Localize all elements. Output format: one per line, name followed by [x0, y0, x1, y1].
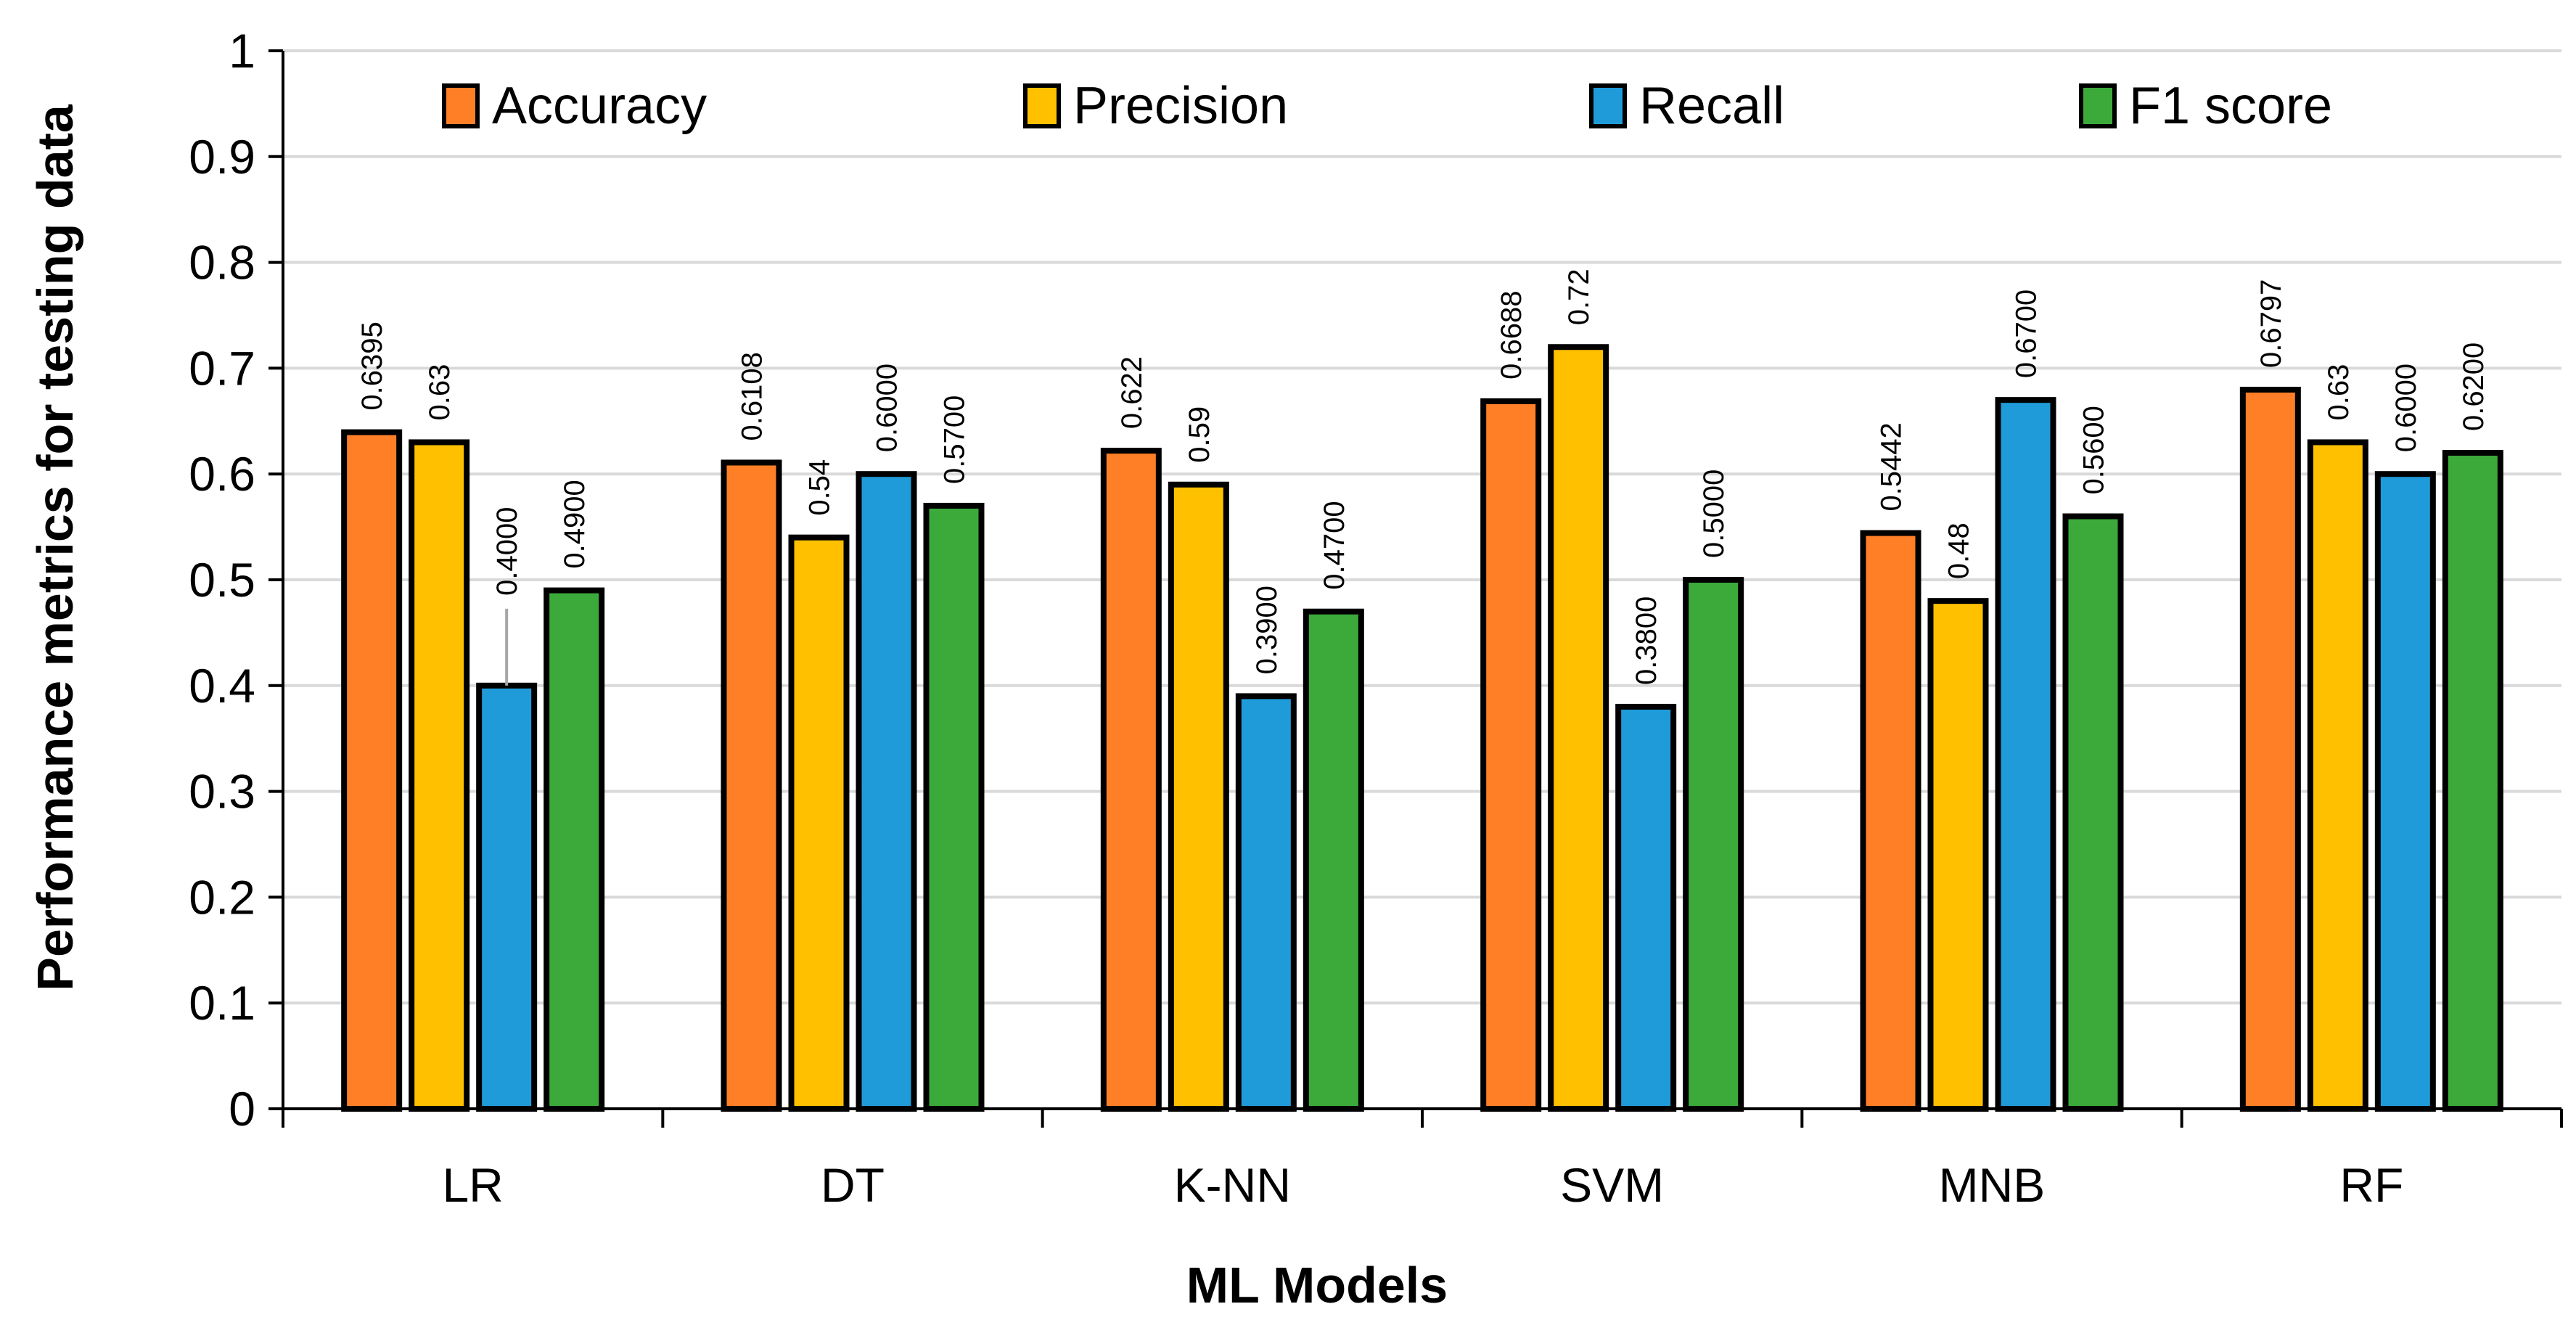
- data-label: 0.5000: [1698, 469, 1730, 558]
- bar-precision: [2307, 439, 2368, 1112]
- y-tick-label: 0.4: [189, 659, 255, 713]
- bar-precision: [788, 534, 850, 1112]
- y-tick-label: 0.1: [189, 976, 255, 1030]
- y-tick-label: 0.5: [189, 553, 255, 607]
- data-label: 0.4000: [491, 507, 523, 596]
- data-label: 0.6395: [356, 321, 388, 410]
- bar-f1-score: [1303, 608, 1364, 1112]
- bar-accuracy: [721, 459, 782, 1112]
- y-tick-label: 0: [229, 1082, 255, 1136]
- gridlines: [283, 49, 2561, 1005]
- y-tick-label: 1: [229, 24, 255, 78]
- bar-recall: [1995, 397, 2056, 1112]
- legend-swatch: [1589, 83, 1627, 128]
- x-category-label: SVM: [1560, 1158, 1664, 1212]
- bar-f1-score: [2062, 513, 2124, 1112]
- data-label: 0.6688: [1496, 291, 1527, 380]
- bar-recall: [1615, 703, 1677, 1112]
- data-label: 0.6200: [2458, 343, 2490, 431]
- data-label: 0.54: [804, 459, 836, 516]
- bar-f1-score: [543, 587, 605, 1112]
- data-label: 0.4700: [1318, 501, 1350, 589]
- y-tick-label: 0.7: [189, 341, 255, 395]
- x-category-label: K-NN: [1174, 1158, 1291, 1212]
- data-label: 0.3800: [1630, 596, 1662, 685]
- bar-precision: [1927, 598, 1989, 1112]
- bar-accuracy: [2239, 386, 2301, 1112]
- bar-precision: [1548, 344, 1609, 1112]
- x-category-label: MNB: [1939, 1158, 2046, 1212]
- data-label: 0.3900: [1251, 586, 1283, 674]
- bar-precision: [409, 439, 470, 1112]
- legend: Accuracy Precision Recall F1 score: [442, 77, 2332, 135]
- data-label: 0.72: [1563, 268, 1595, 325]
- data-label: 0.5700: [939, 395, 971, 484]
- x-axis-title: ML Models: [1186, 1257, 1448, 1313]
- bar-f1-score: [923, 502, 985, 1112]
- bar-recall: [856, 471, 917, 1112]
- x-category-label: RF: [2339, 1158, 2403, 1212]
- bar-precision: [1168, 481, 1229, 1112]
- bar-accuracy: [341, 429, 403, 1112]
- data-label: 0.6700: [2011, 290, 2043, 378]
- x-category-label: DT: [821, 1158, 885, 1212]
- legend-label: Precision: [1073, 77, 1288, 135]
- y-tick-label: 0.2: [189, 870, 255, 924]
- bar-accuracy: [1480, 398, 1542, 1112]
- data-label: 0.48: [1943, 522, 1975, 579]
- y-tick-label: 0.3: [189, 765, 255, 819]
- data-label: 0.59: [1184, 406, 1215, 463]
- bar-recall: [1235, 693, 1297, 1112]
- data-label: 0.6797: [2255, 279, 2287, 368]
- bar-f1-score: [2442, 450, 2503, 1112]
- legend-label: Accuracy: [492, 77, 707, 135]
- axes: 0 0.1 0.2 0.3 0.4 0.5 0.6 0.7 0.8 0.9 1 LR DT K-NN SVM…: [189, 24, 2563, 1212]
- data-label: 0.6000: [2390, 364, 2422, 452]
- data-label: 0.5442: [1876, 422, 1908, 511]
- data-label: 0.63: [424, 364, 456, 421]
- data-label: 0.5600: [2078, 406, 2110, 494]
- y-axis-title: Performance metrics for testing data: [27, 104, 83, 991]
- bars: [341, 344, 2503, 1112]
- legend-swatch: [442, 83, 480, 128]
- data-label: 0.4900: [559, 480, 591, 568]
- bar-f1-score: [1683, 577, 1744, 1112]
- bar-accuracy: [1860, 530, 1921, 1112]
- bar-accuracy: [1100, 448, 1162, 1112]
- y-tick-label: 0.6: [189, 447, 255, 501]
- data-label: 0.63: [2323, 364, 2355, 421]
- legend-label: F1 score: [2129, 77, 2332, 135]
- data-labels: 0.6395 0.63 0.4000 0.4900 0.6108 0.54 0.6000 0.…: [356, 268, 2490, 685]
- bar-recall: [2374, 471, 2436, 1112]
- y-tick-label: 0.8: [189, 236, 255, 290]
- y-tick-label: 0.9: [189, 130, 255, 184]
- legend-swatch: [1023, 83, 1061, 128]
- x-category-label: LR: [442, 1158, 503, 1212]
- data-label: 0.6108: [737, 352, 768, 440]
- legend-label: Recall: [1639, 77, 1784, 135]
- bar-recall: [476, 682, 538, 1112]
- legend-swatch: [2079, 83, 2117, 128]
- data-label: 0.6000: [871, 364, 903, 452]
- data-label: 0.622: [1116, 356, 1148, 429]
